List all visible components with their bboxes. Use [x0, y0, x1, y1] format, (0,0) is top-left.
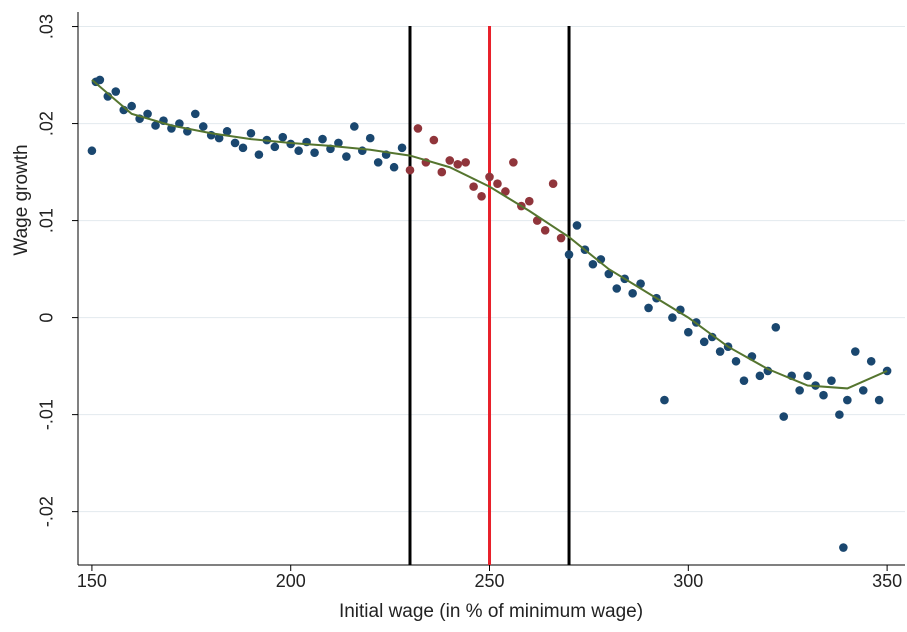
scatter-point — [397, 143, 407, 153]
scatter-point — [294, 146, 303, 156]
x-tick-label: 300 — [673, 571, 703, 591]
scatter-point — [246, 128, 256, 138]
scatter-point — [318, 134, 327, 144]
scatter-point — [222, 127, 232, 136]
scatter-point — [461, 158, 470, 167]
y-tick-label: -.02 — [37, 496, 57, 527]
scatter-point — [254, 150, 264, 159]
x-tick-label: 350 — [872, 571, 902, 591]
scatter-point — [524, 196, 534, 206]
y-tick-label: .01 — [37, 208, 57, 233]
scatter-point — [151, 121, 160, 130]
scatter-point — [95, 75, 105, 85]
scatter-point — [469, 182, 478, 191]
scatter-point — [843, 395, 852, 405]
scatter-point — [684, 327, 693, 337]
scatter-point — [612, 284, 622, 293]
scatter-point — [230, 138, 240, 148]
scatter-point — [485, 172, 494, 182]
scatter-point — [453, 160, 463, 169]
scatter-point — [795, 386, 804, 395]
scatter-point — [445, 156, 455, 165]
scatter-point — [548, 179, 558, 189]
x-tick-label: 150 — [77, 571, 107, 591]
scatter-point — [365, 133, 375, 143]
scatter-point — [779, 412, 789, 421]
scatter-point — [405, 165, 415, 175]
scatter-point — [668, 313, 677, 322]
scatter-point — [127, 101, 136, 111]
scatter-point — [373, 158, 383, 167]
scatter-point — [588, 259, 598, 269]
scatter-point — [111, 87, 121, 96]
x-axis-label: Initial wage (in % of minimum wage) — [339, 601, 643, 622]
scatter-point — [214, 133, 224, 143]
scatter-point — [493, 179, 502, 189]
scatter-point — [819, 390, 828, 400]
x-tick-label: 200 — [276, 571, 306, 591]
scatter-point — [636, 279, 645, 288]
scatter-point — [477, 192, 486, 201]
scatter-point — [190, 109, 200, 119]
scatter-point — [342, 152, 351, 161]
scatter-point — [628, 289, 637, 298]
scatter-point — [858, 386, 868, 395]
scatter-point — [143, 109, 152, 119]
scatter-point — [556, 233, 566, 243]
scatter-point — [739, 376, 749, 385]
y-tick-label: .02 — [37, 111, 57, 136]
scatter-point — [198, 122, 208, 131]
scatter-point — [270, 142, 280, 152]
scatter-point — [604, 269, 614, 279]
scatter-point — [866, 356, 876, 366]
scatter-point — [827, 376, 836, 385]
scatter-point — [731, 356, 741, 366]
scatter-point — [755, 371, 765, 381]
fit-line — [91, 79, 888, 390]
scatter-point — [413, 124, 423, 133]
scatter-point — [874, 395, 884, 405]
scatter-point — [572, 221, 582, 230]
scatter-point — [389, 162, 399, 172]
scatter-point — [350, 122, 359, 131]
scatter-point — [334, 138, 343, 148]
scatter-point — [278, 132, 288, 142]
scatter-point — [310, 148, 319, 157]
y-tick-label: .03 — [37, 14, 57, 39]
scatter-point — [509, 158, 518, 167]
scatter-point — [851, 347, 860, 356]
scatter-point — [429, 135, 439, 145]
scatter-point — [835, 410, 844, 419]
scatter-point — [564, 250, 574, 259]
scatter-point — [715, 347, 725, 356]
scatter-point — [501, 187, 510, 196]
y-tick-label: 0 — [37, 313, 57, 323]
scatter-point — [839, 543, 848, 552]
y-axis-label: Wage growth — [11, 144, 32, 255]
x-tick-label: 250 — [474, 571, 504, 591]
scatter-point — [771, 323, 781, 332]
scatter-point — [437, 167, 447, 177]
scatter-point — [540, 225, 550, 235]
scatter-point — [238, 143, 248, 153]
scatter-point — [699, 337, 709, 347]
scatter-point — [707, 332, 717, 342]
scatter-point — [660, 395, 669, 405]
scatter-point — [803, 371, 812, 381]
scatter-point — [644, 303, 653, 313]
y-tick-label: -.01 — [37, 399, 57, 430]
scatter-point — [87, 146, 97, 156]
